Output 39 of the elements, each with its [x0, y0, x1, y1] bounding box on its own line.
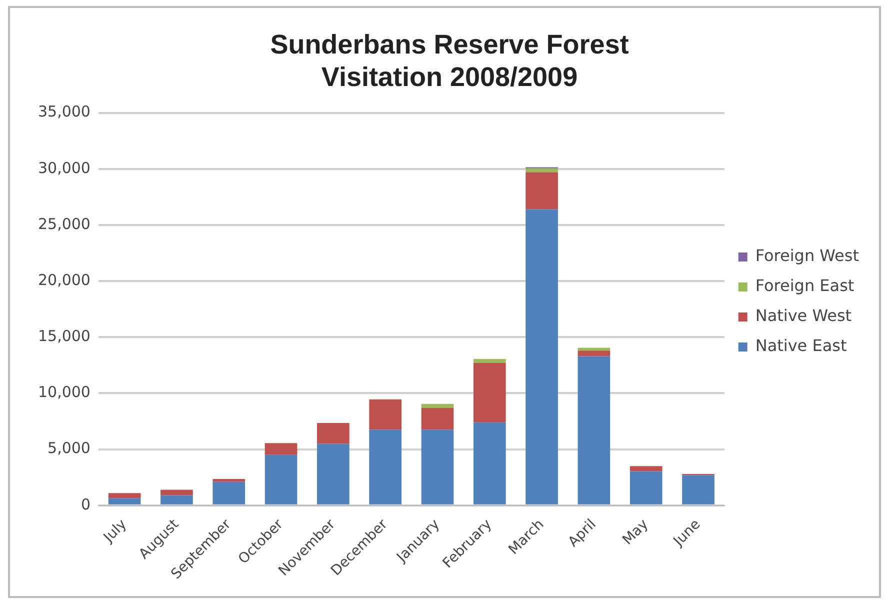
bar	[317, 444, 350, 504]
bar	[369, 399, 402, 430]
bar	[212, 479, 246, 482]
y-tick-label: 5,000	[48, 439, 90, 458]
bar	[160, 490, 193, 496]
bar	[526, 168, 558, 172]
bar	[578, 356, 610, 504]
bar	[473, 362, 506, 422]
y-tick-label: 10,000	[38, 383, 90, 402]
bar	[630, 471, 662, 504]
y-tick-label: 20,000	[38, 270, 90, 289]
legend-label: Native East	[755, 336, 847, 356]
bar	[421, 430, 454, 504]
y-tick-label: 30,000	[38, 158, 90, 177]
y-tick-label: 15,000	[38, 327, 90, 346]
bar	[369, 430, 402, 504]
bar	[108, 498, 141, 504]
y-tick-label: 0	[80, 495, 90, 514]
legend-label: Foreign East	[755, 276, 854, 296]
bar	[317, 422, 350, 444]
bar	[212, 482, 246, 504]
bar	[421, 408, 454, 430]
bar	[421, 404, 454, 408]
bar	[108, 493, 141, 498]
y-tick-label: 25,000	[38, 214, 90, 233]
legend-label: Foreign West	[755, 246, 859, 266]
bar	[578, 350, 610, 356]
bar	[526, 172, 558, 210]
bar	[682, 475, 714, 504]
bar	[630, 466, 662, 472]
bar	[264, 454, 298, 504]
bar	[160, 495, 193, 504]
chart-title: Sunderbans Reserve Forest Visitation 2008/2009	[270, 30, 629, 92]
bar	[526, 209, 558, 504]
legend-label: Native West	[755, 306, 852, 326]
bar	[473, 422, 506, 504]
bar	[264, 443, 298, 455]
bar	[473, 359, 506, 363]
y-tick-label: 35,000	[38, 102, 90, 121]
